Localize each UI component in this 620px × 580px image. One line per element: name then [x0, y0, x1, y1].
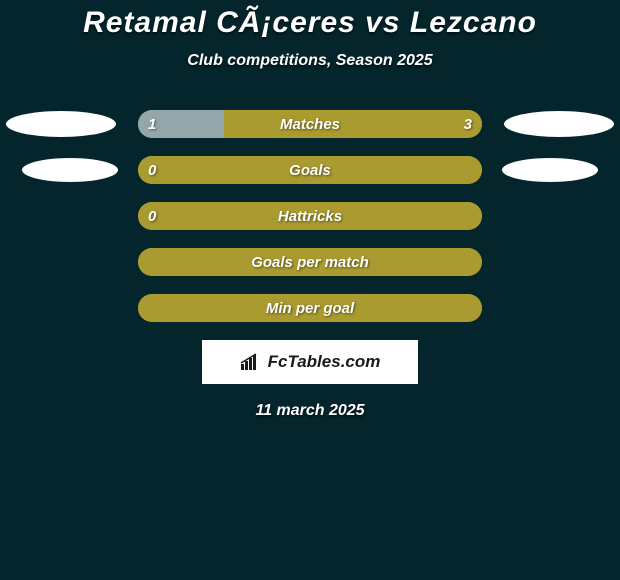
- stat-row: Goals0: [0, 156, 620, 184]
- stat-label: Goals per match: [138, 248, 482, 276]
- page-title: Retamal CÃ¡ceres vs Lezcano: [0, 0, 620, 40]
- stat-label: Min per goal: [138, 294, 482, 322]
- stat-label: Hattricks: [138, 202, 482, 230]
- stat-bar: Min per goal: [138, 294, 482, 322]
- logo-box: FcTables.com: [202, 340, 418, 384]
- stat-value-left: 0: [138, 202, 166, 230]
- stat-row: Goals per match: [0, 248, 620, 276]
- stat-label: Goals: [138, 156, 482, 184]
- stat-value-left: 1: [138, 110, 166, 138]
- right-ellipse: [502, 158, 598, 182]
- stat-row: Matches1 3: [0, 110, 620, 138]
- stat-value-right: 3: [454, 110, 482, 138]
- stat-bar: Goals per match: [138, 248, 482, 276]
- stat-label: Matches: [138, 110, 482, 138]
- right-ellipse: [504, 111, 614, 137]
- stat-row: Hattricks0: [0, 202, 620, 230]
- left-ellipse: [6, 111, 116, 137]
- left-ellipse: [22, 158, 118, 182]
- stat-bar: Goals0: [138, 156, 482, 184]
- stat-bar: Matches1 3: [138, 110, 482, 138]
- comparison-infographic: Retamal CÃ¡ceres vs Lezcano Club competi…: [0, 0, 620, 580]
- date-label: 11 march 2025: [0, 402, 620, 420]
- logo-text: FcTables.com: [268, 352, 381, 372]
- stat-row: Min per goal: [0, 294, 620, 322]
- page-subtitle: Club competitions, Season 2025: [0, 52, 620, 70]
- stat-value-left: 0: [138, 156, 166, 184]
- barchart-icon: [240, 353, 262, 371]
- stat-bar: Hattricks0: [138, 202, 482, 230]
- stat-rows: Matches13Goals0Hattricks0Goals per match…: [0, 110, 620, 322]
